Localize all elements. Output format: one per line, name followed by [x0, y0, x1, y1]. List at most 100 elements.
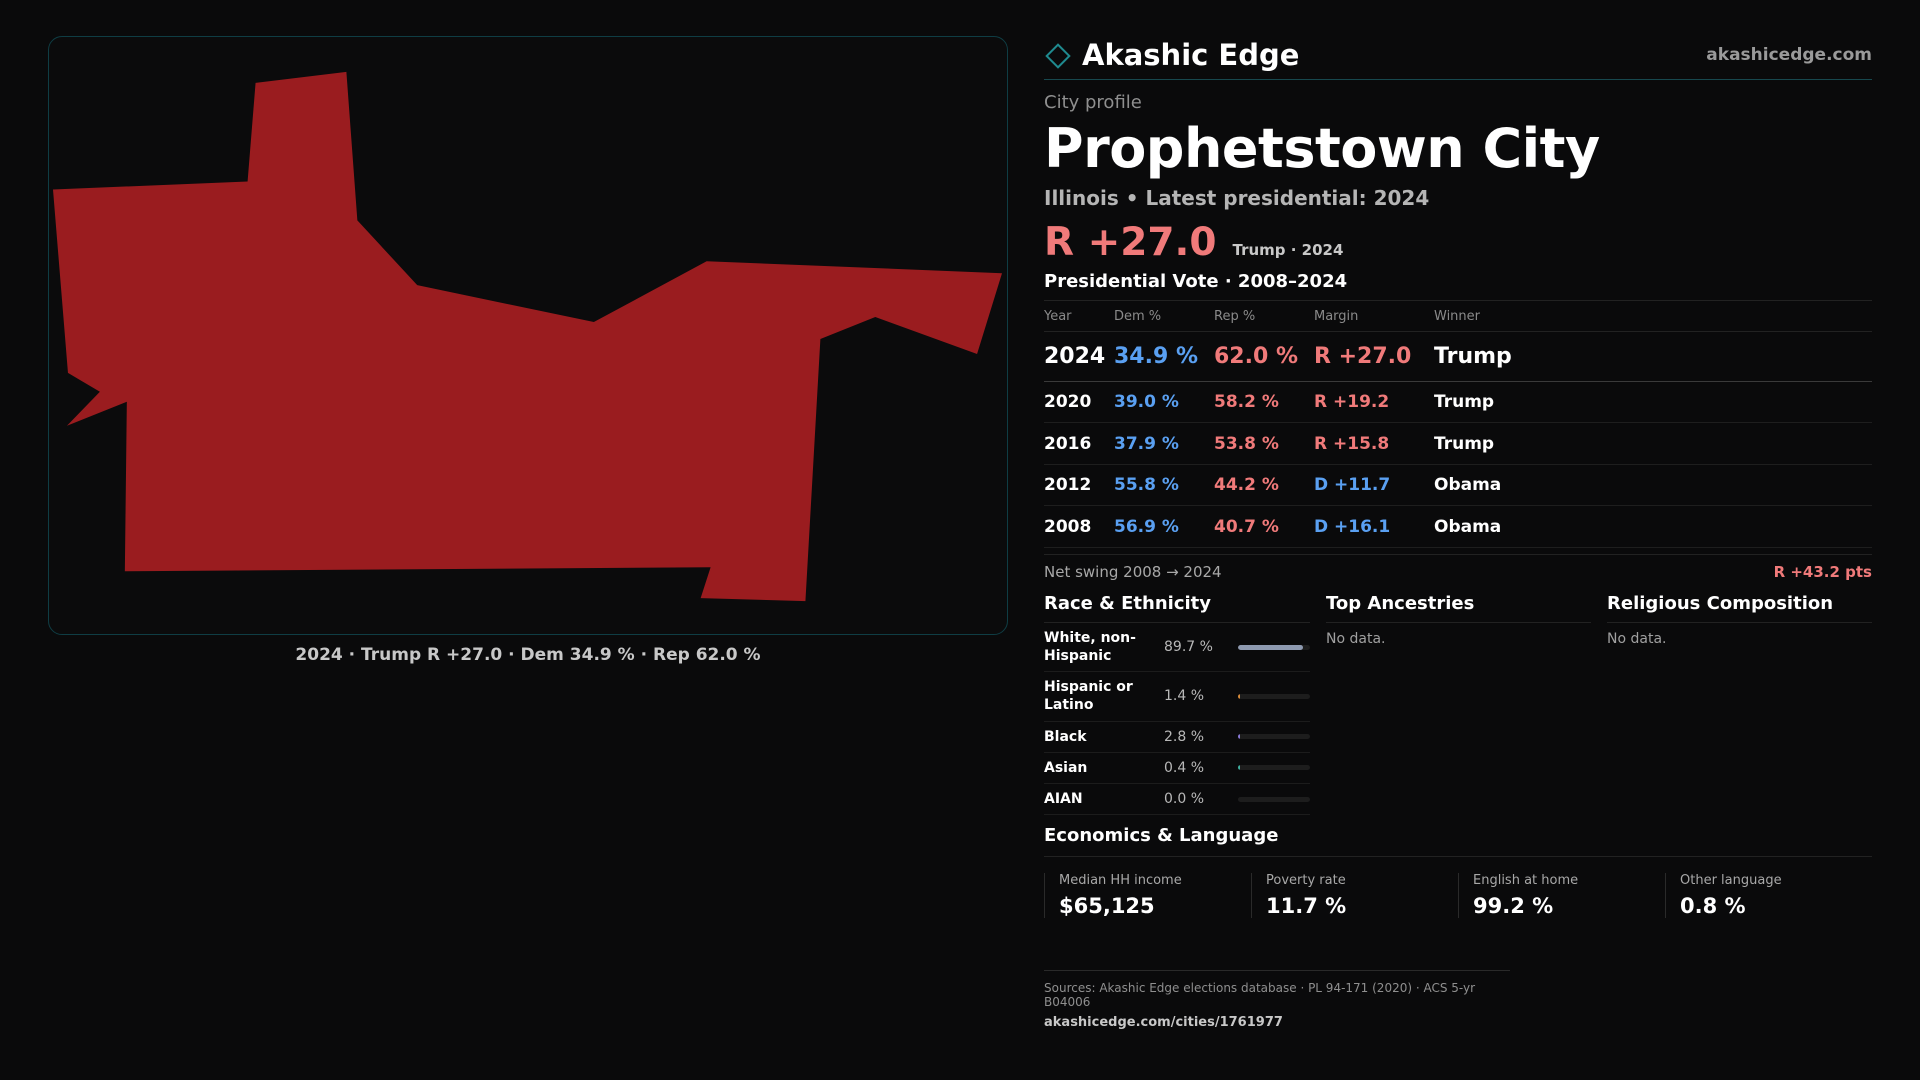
race-bar-track — [1238, 644, 1310, 650]
race-bar-track — [1238, 796, 1310, 802]
table-row: 2016 37.9 % 53.8 % R +15.8 Trump — [1044, 422, 1872, 465]
race-bar-track — [1238, 734, 1310, 740]
cell-rep-pct: 40.7 % — [1214, 505, 1314, 548]
race-bar-fill — [1238, 644, 1303, 650]
econ-median-income: Median HH income $65,125 — [1044, 873, 1251, 919]
cell-winner: Obama — [1434, 464, 1872, 507]
econ-value: 99.2 % — [1473, 894, 1554, 919]
presidential-vote-title: Presidential Vote · 2008–2024 — [1044, 271, 1872, 302]
cell-margin: R +15.8 — [1314, 422, 1434, 465]
religious-composition-section: Religious Composition No data. — [1607, 593, 1872, 815]
cell-year: 2020 — [1044, 381, 1114, 424]
column-header-year: Year — [1044, 301, 1114, 332]
race-bar-track — [1238, 765, 1310, 771]
cell-dem-pct: 56.9 % — [1114, 505, 1214, 548]
cell-rep-pct: 58.2 % — [1214, 381, 1314, 424]
top-ancestries-title: Top Ancestries — [1326, 593, 1591, 623]
presidential-vote-table: Year Dem % Rep % Margin Winner 2024 34.9 … — [1044, 301, 1872, 548]
table-row: 2008 56.9 % 40.7 % D +16.1 Obama — [1044, 505, 1872, 548]
brand[interactable]: Akashic Edge — [1044, 38, 1299, 72]
net-swing-label: Net swing 2008 → 2024 — [1044, 562, 1222, 581]
headline-margin: R +27.0 — [1044, 220, 1217, 266]
city-boundary-shape — [52, 71, 1003, 602]
race-name: White, non-Hispanic — [1044, 629, 1136, 665]
table-row: 2020 39.0 % 58.2 % R +19.2 Trump — [1044, 381, 1872, 424]
race-bar-fill — [1238, 765, 1241, 771]
cell-dem-pct: 39.0 % — [1114, 381, 1214, 424]
cell-margin: D +16.1 — [1314, 505, 1434, 548]
race-bar-fill — [1238, 734, 1241, 740]
table-header-row: Year Dem % Rep % Margin Winner — [1044, 301, 1872, 332]
race-row: Asian 0.4 % — [1044, 753, 1310, 785]
race-percent: 89.7 % — [1164, 639, 1213, 656]
table-row: 2024 34.9 % 62.0 % R +27.0 Trump — [1044, 331, 1872, 382]
race-percent: 2.8 % — [1164, 728, 1205, 745]
headline-result: R +27.0 Trump · 2024 — [1044, 220, 1872, 265]
column-header-margin: Margin — [1314, 301, 1434, 332]
map-caption: 2024 · Trump R +27.0 · Dem 34.9 % · Rep … — [295, 645, 761, 665]
econ-label: Median HH income — [1059, 873, 1182, 889]
econ-value: 11.7 % — [1266, 894, 1347, 919]
net-swing-row: Net swing 2008 → 2024 R +43.2 pts — [1044, 553, 1872, 581]
brand-url-link[interactable]: akashicedge.com — [1706, 44, 1872, 65]
profile-panel: Akashic Edge akashicedge.com City profil… — [1044, 30, 1872, 1030]
cell-rep-pct: 53.8 % — [1214, 422, 1314, 465]
page-subtitle: Illinois • Latest presidential: 2024 — [1044, 186, 1430, 211]
brand-header: Akashic Edge akashicedge.com — [1044, 30, 1872, 80]
cell-winner: Trump — [1434, 331, 1872, 382]
religious-composition-title: Religious Composition — [1607, 593, 1872, 623]
cell-year: 2024 — [1044, 331, 1114, 382]
race-percent: 1.4 % — [1164, 688, 1205, 705]
economics-language-title: Economics & Language — [1044, 825, 1872, 858]
econ-label: Poverty rate — [1266, 873, 1346, 889]
econ-poverty-rate: Poverty rate 11.7 % — [1251, 873, 1458, 919]
cell-margin: D +11.7 — [1314, 464, 1434, 507]
brand-name: Akashic Edge — [1082, 37, 1300, 72]
sources-text: Sources: Akashic Edge elections database… — [1044, 981, 1476, 1010]
column-header-winner: Winner — [1434, 301, 1872, 332]
race-name: Black — [1044, 728, 1087, 745]
cell-dem-pct: 55.8 % — [1114, 464, 1214, 507]
econ-label: English at home — [1473, 873, 1579, 889]
cell-winner: Trump — [1434, 422, 1872, 465]
cell-year: 2008 — [1044, 505, 1114, 548]
cell-winner: Obama — [1434, 505, 1872, 548]
race-row: AIAN 0.0 % — [1044, 784, 1310, 816]
econ-other-language: Other language 0.8 % — [1665, 873, 1872, 919]
diamond-outline-icon — [1044, 42, 1071, 69]
economics-grid: Median HH income $65,125 Poverty rate 11… — [1044, 873, 1872, 919]
race-name: Asian — [1044, 759, 1088, 776]
race-bar-track — [1238, 693, 1310, 699]
city-map-panel — [48, 36, 1008, 635]
page-title: Prophetstown City — [1044, 117, 1600, 180]
econ-value: $65,125 — [1059, 894, 1155, 919]
econ-value: 0.8 % — [1680, 894, 1746, 919]
race-percent: 0.0 % — [1164, 791, 1205, 808]
sources-footer: Sources: Akashic Edge elections database… — [1044, 970, 1510, 1030]
cell-winner: Trump — [1434, 381, 1872, 424]
cell-margin: R +27.0 — [1314, 331, 1434, 382]
religious-composition-empty: No data. — [1607, 630, 1667, 647]
demographics-columns: Race & Ethnicity White, non-Hispanic 89.7… — [1044, 593, 1872, 816]
cell-dem-pct: 34.9 % — [1114, 331, 1214, 382]
city-boundary-map — [52, 71, 1003, 602]
top-ancestries-section: Top Ancestries No data. — [1326, 593, 1591, 815]
cell-year: 2012 — [1044, 464, 1114, 507]
cell-rep-pct: 62.0 % — [1214, 331, 1314, 382]
top-ancestries-empty: No data. — [1326, 630, 1386, 647]
cell-rep-pct: 44.2 % — [1214, 464, 1314, 507]
econ-english-at-home: English at home 99.2 % — [1458, 873, 1665, 919]
race-percent: 0.4 % — [1164, 759, 1205, 776]
race-name: AIAN — [1044, 791, 1083, 808]
race-ethnicity-title: Race & Ethnicity — [1044, 593, 1310, 623]
race-ethnicity-section: Race & Ethnicity White, non-Hispanic 89.7… — [1044, 593, 1310, 816]
cell-dem-pct: 37.9 % — [1114, 422, 1214, 465]
table-row: 2012 55.8 % 44.2 % D +11.7 Obama — [1044, 464, 1872, 507]
race-ethnicity-list: White, non-Hispanic 89.7 % Hispanic or Lat… — [1044, 623, 1310, 816]
race-row: Black 2.8 % — [1044, 722, 1310, 753]
column-header-rep: Rep % — [1214, 301, 1314, 332]
headline-note: Trump · 2024 — [1232, 241, 1344, 260]
race-bar-fill — [1238, 693, 1241, 699]
page-url-link[interactable]: akashicedge.com/cities/1761977 — [1044, 1015, 1283, 1031]
race-name: Hispanic or Latino — [1044, 679, 1133, 714]
